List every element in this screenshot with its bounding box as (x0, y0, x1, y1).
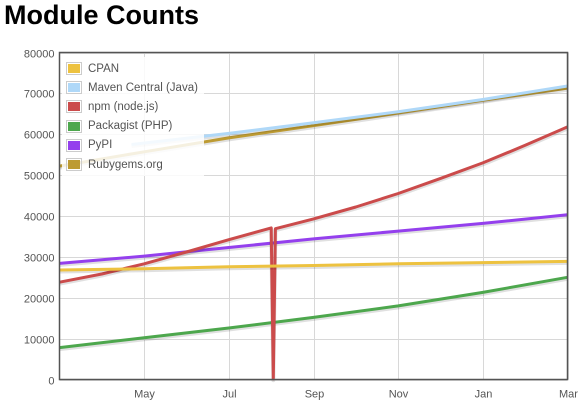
legend-swatch (66, 138, 82, 152)
plot-border (58, 51, 569, 381)
series-line-npm-node-js (59, 125, 569, 381)
series-line-maven-central-java (131, 84, 568, 146)
axes: 0 10000 20000 30000 40000 50000 60000 70000 8000… (24, 49, 578, 401)
legend-label: Maven Central (Java) (88, 81, 198, 94)
x-tick-label: Mar (559, 389, 578, 401)
y-tick-label: 80000 (24, 49, 55, 61)
legend-item: npm (node.js) (66, 97, 198, 116)
y-tick-label: 30000 (24, 253, 55, 265)
legend-item: PyPI (66, 136, 198, 155)
series-line-cpan (59, 259, 568, 272)
legend-label: PyPI (88, 139, 113, 152)
y-tick-label: 20000 (24, 294, 55, 306)
series-line-pypi (59, 213, 568, 265)
legend: CPAN Maven Central (Java) npm (node.js) Pac… (62, 57, 204, 177)
legend-item: Packagist (PHP) (66, 117, 198, 136)
y-tick-label: 0 (48, 376, 54, 388)
legend-swatch (66, 100, 82, 114)
legend-item: Rubygems.org (66, 155, 198, 174)
series-line-packagist-php (59, 275, 568, 350)
y-tick-label: 60000 (24, 130, 55, 142)
x-tick-label: Sep (305, 389, 325, 401)
x-tick-label: May (134, 389, 155, 401)
y-tick-label: 40000 (24, 212, 55, 224)
legend-swatch (66, 81, 82, 95)
legend-label: npm (node.js) (88, 100, 159, 113)
y-tick-label: 10000 (24, 335, 55, 347)
chart-title: Module Counts (4, 0, 199, 30)
legend-item: Maven Central (Java) (66, 78, 198, 97)
x-tick-label: Jul (222, 389, 236, 401)
legend-label: Rubygems.org (88, 158, 163, 171)
legend-swatch (66, 62, 82, 76)
x-tick-label: Jan (475, 389, 493, 401)
y-tick-label: 50000 (24, 171, 55, 183)
legend-label: CPAN (88, 62, 120, 75)
legend-label: Packagist (PHP) (88, 120, 173, 133)
legend-item: CPAN (66, 59, 198, 78)
legend-swatch (66, 158, 82, 172)
y-tick-label: 70000 (24, 89, 55, 101)
legend-swatch (66, 119, 82, 133)
x-tick-label: Nov (389, 389, 409, 401)
